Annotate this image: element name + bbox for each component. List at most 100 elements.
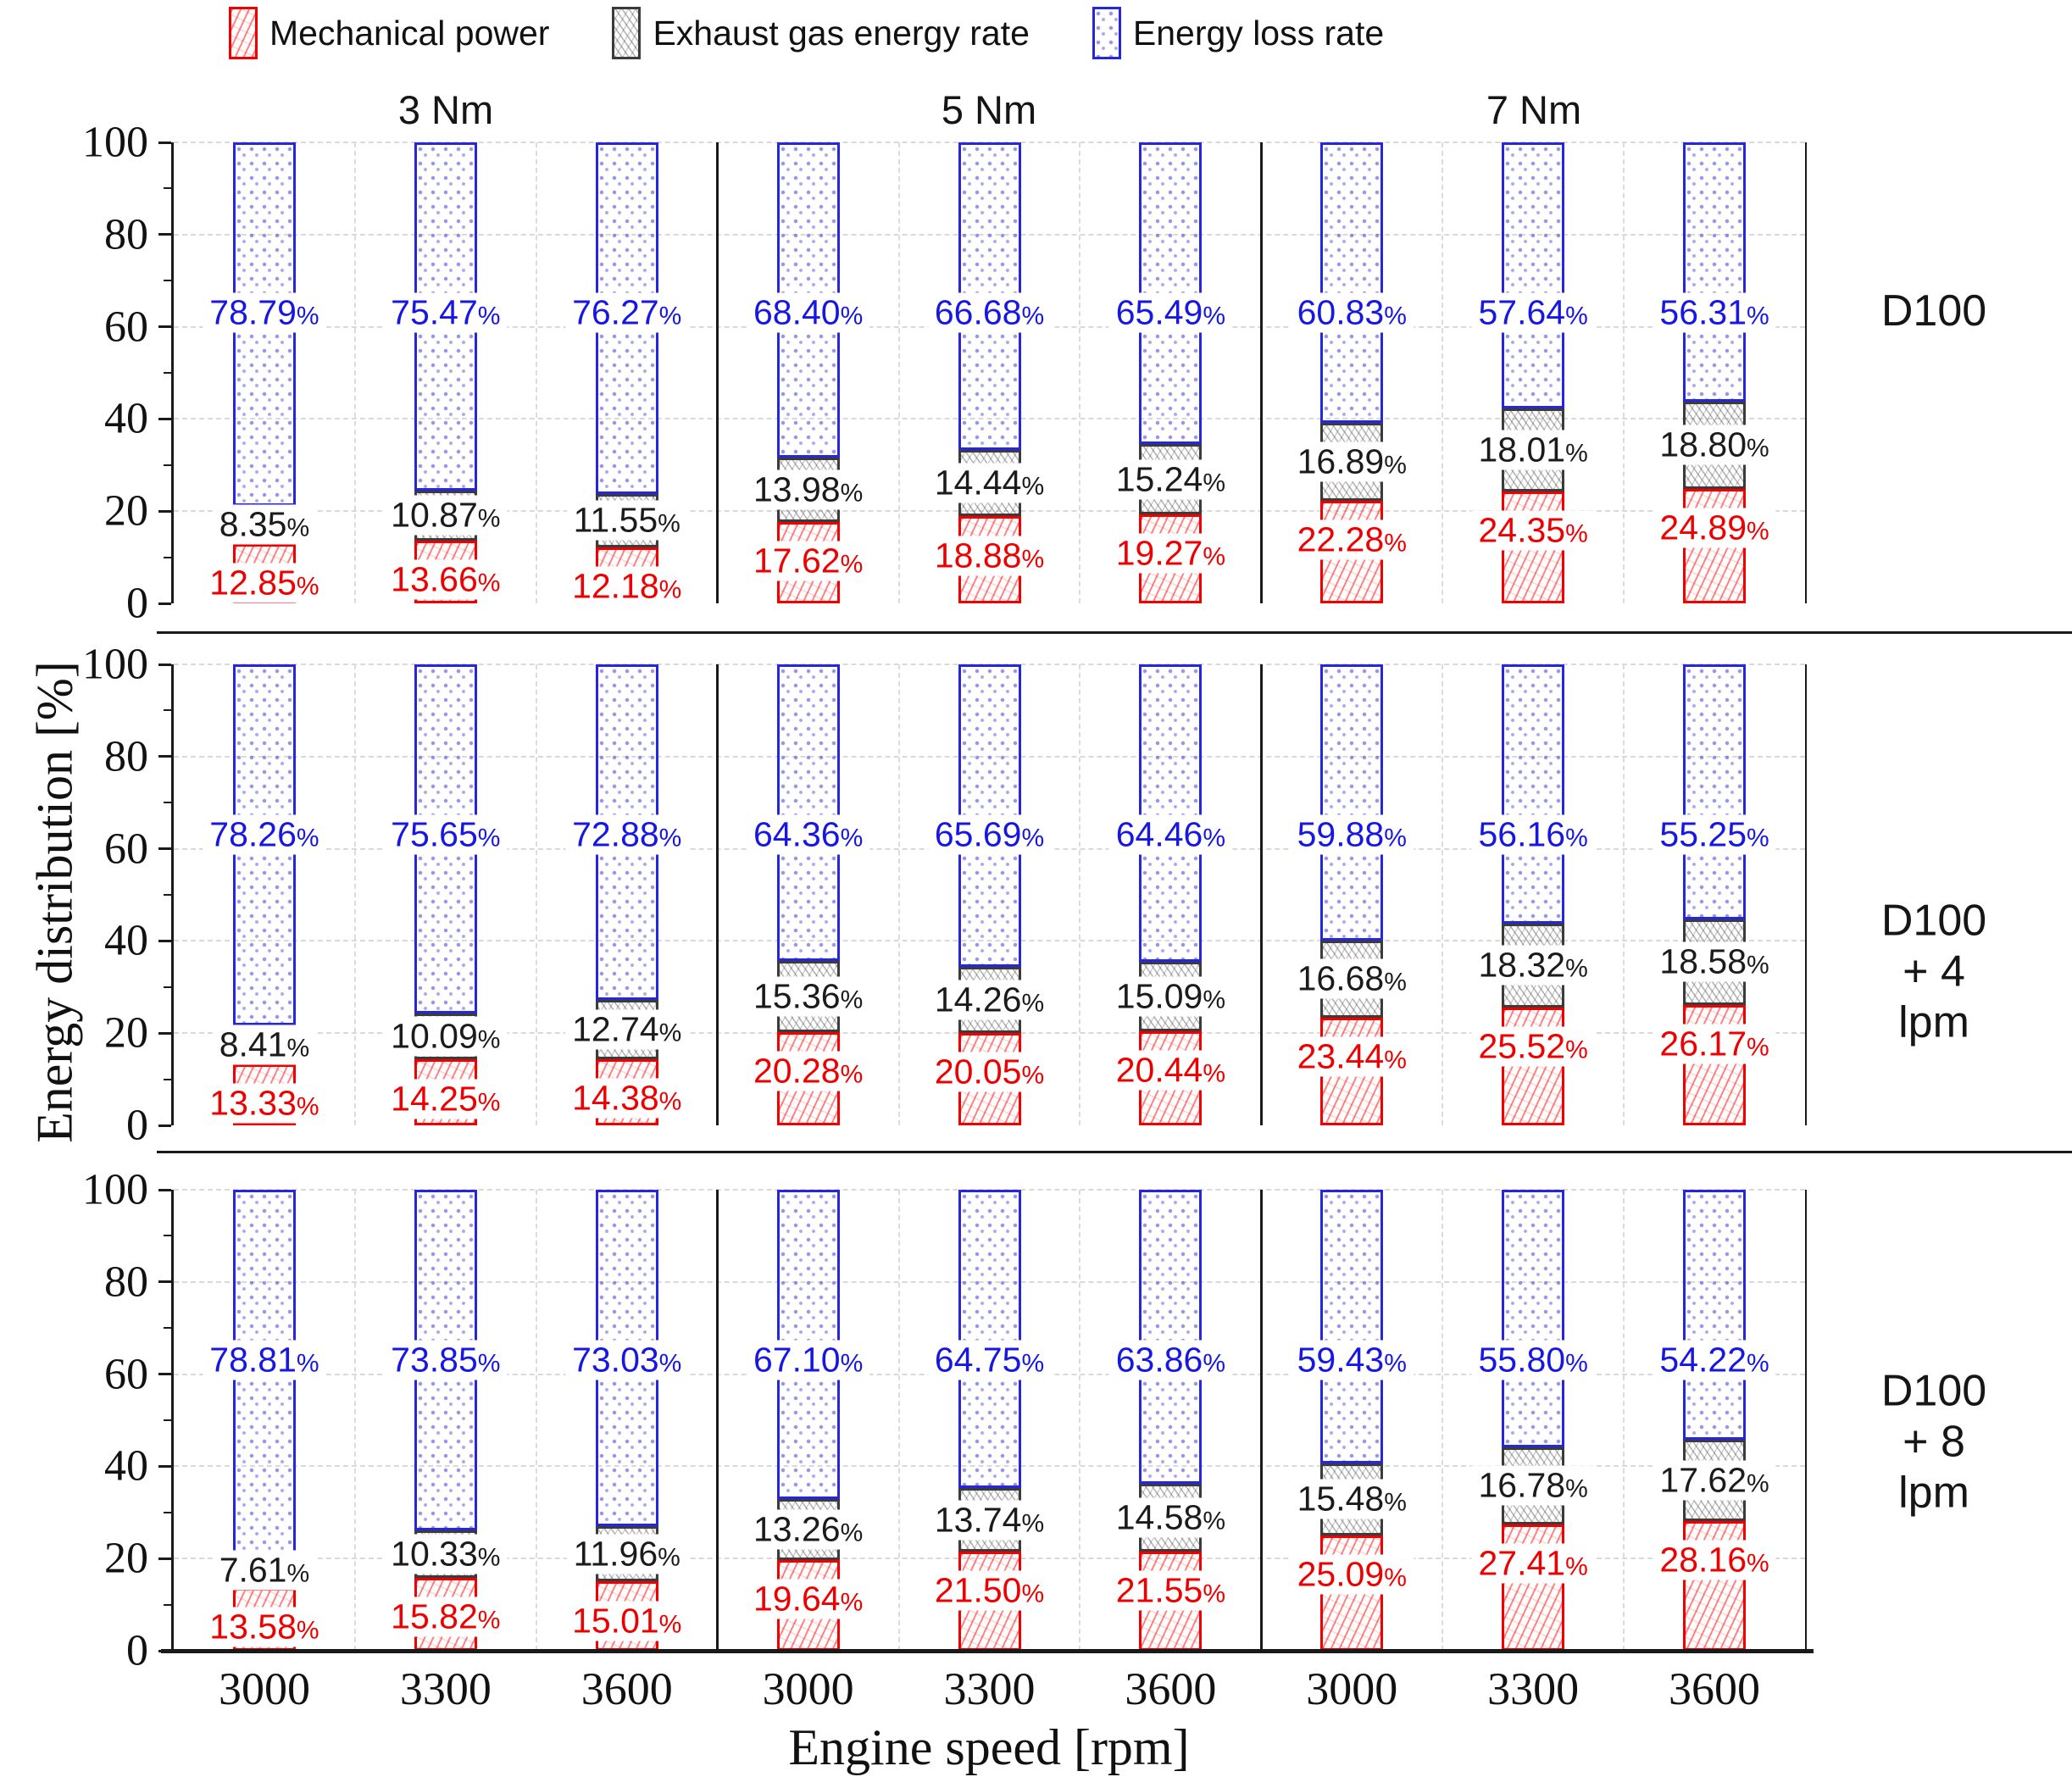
value-label: 78.79% [203, 292, 326, 333]
y-tick-label: 20 [104, 1534, 148, 1583]
torque-header-7nm: 7 Nm [1486, 87, 1582, 132]
value-label: 22.28% [1290, 519, 1414, 560]
y-tick-label: 100 [82, 1165, 148, 1214]
value-label: 60.83% [1290, 292, 1414, 333]
value-label: 8.35% [212, 504, 317, 545]
value-label: 64.36% [746, 814, 870, 855]
x-tick-label: 3600 [1125, 1663, 1217, 1714]
value-label: 15.48% [1290, 1479, 1414, 1519]
x-tick-label: 3000 [218, 1663, 310, 1714]
value-label: 14.38% [565, 1078, 689, 1119]
y-tick-label: 60 [104, 1350, 148, 1399]
value-label: 20.44% [1108, 1050, 1233, 1091]
value-label: 10.87% [384, 495, 508, 536]
value-label: 25.09% [1290, 1554, 1414, 1595]
y-tick-major [158, 1280, 171, 1284]
y-tick-major [158, 1188, 171, 1191]
row-label-0: D100 [1880, 286, 1987, 336]
torque-group-separator [1259, 1190, 1263, 1651]
x-tick-label: 3600 [1669, 1663, 1761, 1714]
bar-D100-5Nm-3300 [958, 142, 1021, 603]
value-label: 59.88% [1290, 814, 1414, 855]
plot-right-frame [1805, 142, 1807, 603]
value-label: 72.88% [565, 814, 689, 855]
y-tick-minor [164, 1603, 171, 1606]
y-tick-major [158, 663, 171, 666]
value-label: 73.03% [565, 1340, 689, 1380]
y-tick-minor [164, 280, 171, 282]
gridline-v [1623, 664, 1625, 1125]
y-tick-minor [164, 1419, 171, 1421]
value-label: 66.68% [927, 292, 1052, 333]
y-axis-line [171, 664, 174, 1125]
value-label: 28.16% [1653, 1540, 1776, 1580]
value-label: 17.62% [1653, 1460, 1776, 1501]
value-label: 21.55% [1108, 1570, 1233, 1611]
value-label: 67.10% [746, 1340, 870, 1380]
y-tick-minor [164, 556, 171, 558]
torque-header-3nm: 3 Nm [397, 87, 494, 132]
plot-right-frame [1805, 1190, 1807, 1651]
y-axis-title: Energy distribution [%] [26, 661, 83, 1143]
legend-item-exhaust-gas: Exhaust gas energy rate [612, 7, 1030, 59]
legend-item-mechanical-power: Mechanical power [229, 7, 549, 59]
value-label: 17.62% [746, 541, 870, 581]
bar-D100+8lpm-7Nm-3300 [1502, 1190, 1565, 1651]
panel-2: 0 20 40 60 80 100 78.81% 7.61% 13.58% 73.85% 10.33… [82, 1166, 1807, 1675]
torque-header-5nm: 5 Nm [941, 87, 1037, 132]
gridline-v [353, 142, 356, 603]
bar-segment-loss [1139, 664, 1203, 962]
bar-segment-loss [1139, 1190, 1203, 1485]
gridline-h-100 [174, 664, 1805, 665]
value-label: 15.82% [384, 1596, 508, 1637]
value-label: 16.89% [1290, 441, 1414, 482]
y-tick-label: 40 [104, 916, 148, 965]
panel-separator-1 [157, 1151, 2072, 1153]
value-label: 14.44% [927, 463, 1052, 503]
gridline-v [1079, 1190, 1081, 1651]
y-tick-minor [164, 986, 171, 988]
value-label: 13.33% [203, 1083, 326, 1124]
value-label: 13.26% [746, 1509, 870, 1550]
bar-D100+4lpm-3Nm-3600 [595, 664, 658, 1125]
row-label-2: D100 + 8 lpm [1880, 1366, 1987, 1517]
value-label: 73.85% [384, 1340, 508, 1380]
y-tick-label: 80 [104, 210, 148, 259]
gridline-h-100 [174, 1189, 1805, 1191]
value-label: 14.26% [927, 980, 1052, 1020]
bar-segment-loss [1502, 664, 1565, 924]
value-label: 18.80% [1653, 425, 1776, 465]
legend: Mechanical power Exhaust gas energy rate… [229, 7, 1384, 59]
gridline-v [1442, 142, 1444, 603]
legend-label: Energy loss rate [1132, 13, 1385, 53]
bar-segment-loss [1320, 142, 1384, 423]
gridline-v [353, 1190, 356, 1651]
value-label: 20.28% [746, 1051, 870, 1091]
value-label: 13.66% [384, 559, 508, 600]
exhaust-gas-swatch-icon [612, 7, 642, 59]
y-tick-label: 100 [82, 640, 148, 689]
y-tick-label: 20 [104, 486, 148, 536]
value-label: 11.96% [566, 1534, 687, 1574]
y-tick-label: 40 [104, 1441, 148, 1491]
y-tick-label: 0 [126, 1101, 148, 1150]
x-tick-label: 3300 [399, 1663, 492, 1714]
bar-D100+8lpm-3Nm-3300 [414, 1190, 477, 1651]
gridline-v [353, 664, 356, 1125]
value-label: 7.61% [212, 1550, 317, 1591]
value-label: 55.80% [1471, 1340, 1595, 1380]
torque-group-separator [1259, 142, 1263, 603]
x-tick-label: 3300 [943, 1663, 1036, 1714]
y-tick-minor [164, 1327, 171, 1330]
mechanical-power-swatch-icon [229, 7, 258, 59]
value-label: 13.74% [927, 1500, 1052, 1541]
y-tick-label: 0 [126, 1626, 148, 1675]
y-tick-label: 40 [104, 394, 148, 443]
y-tick-minor [164, 802, 171, 804]
gridline-v [1442, 664, 1444, 1125]
bar-segment-loss [776, 664, 840, 962]
bar-segment-loss [1683, 664, 1747, 919]
y-tick-major [158, 141, 171, 144]
gridline-v [535, 664, 537, 1125]
